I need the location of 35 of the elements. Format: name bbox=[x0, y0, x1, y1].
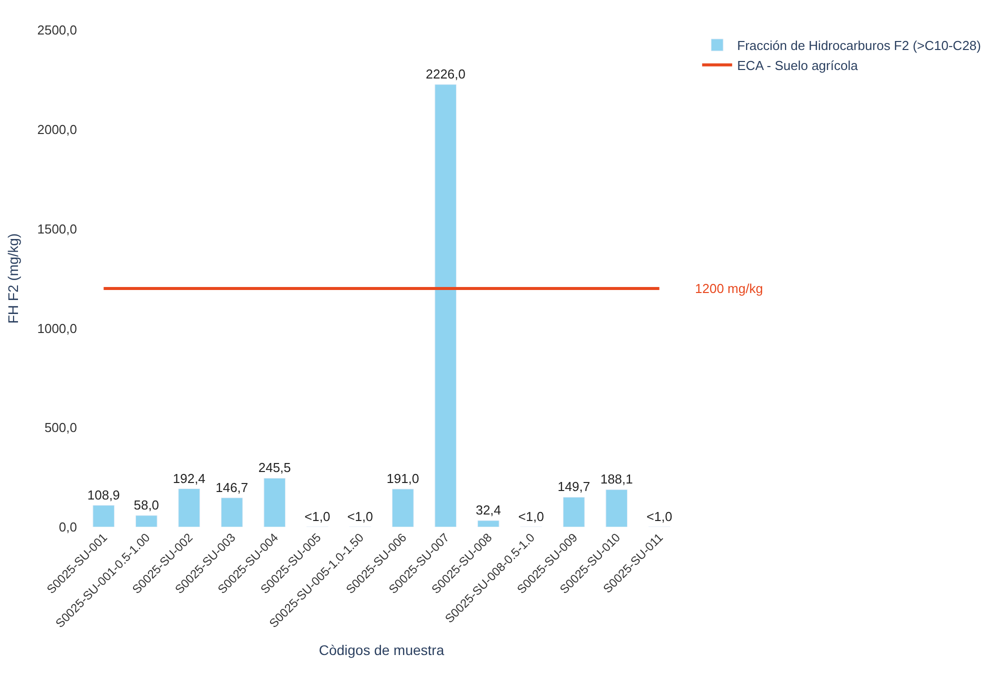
data-label: 188,1 bbox=[600, 472, 633, 487]
y-axis-title: FH F2 (mg/kg) bbox=[4, 233, 21, 324]
bar bbox=[178, 488, 200, 527]
data-label: 245,5 bbox=[258, 460, 291, 476]
y-tick-label: 0,0 bbox=[58, 520, 77, 535]
data-label: 191,0 bbox=[386, 471, 420, 486]
data-label: 192,4 bbox=[172, 470, 206, 486]
legend-label: Fracción de Hidrocarburos F2 (>C10-C28) bbox=[737, 38, 981, 54]
legend-label: ECA - Suelo agrícola bbox=[737, 58, 859, 73]
y-tick-label: 2500,0 bbox=[37, 22, 77, 38]
y-tick-label: 500,0 bbox=[44, 420, 77, 436]
y-tick-label: 2000,0 bbox=[37, 122, 77, 137]
y-tick-label: 1500,0 bbox=[37, 221, 77, 236]
data-label: <1,0 bbox=[304, 508, 330, 524]
bar bbox=[477, 520, 500, 527]
data-label: 149,7 bbox=[558, 479, 590, 494]
text: 1200 mg/kg bbox=[695, 281, 763, 296]
data-label: <1,0 bbox=[347, 508, 373, 524]
data-label: 58,0 bbox=[134, 497, 160, 512]
bar bbox=[434, 84, 457, 527]
data-label: <1,0 bbox=[518, 508, 544, 524]
bar bbox=[135, 515, 158, 527]
bar bbox=[562, 496, 585, 527]
bar bbox=[606, 489, 628, 527]
bar bbox=[220, 498, 243, 527]
bar bbox=[264, 478, 286, 527]
bar bbox=[92, 505, 115, 527]
data-label: 2226,0 bbox=[426, 66, 466, 82]
data-label: 108,9 bbox=[87, 487, 120, 502]
x-axis-title: Còdigos de muestra bbox=[318, 642, 444, 658]
bar bbox=[392, 488, 414, 527]
data-label: 146,7 bbox=[216, 480, 248, 495]
data-label: <1,0 bbox=[646, 508, 672, 524]
data-label: 32,4 bbox=[476, 502, 502, 518]
y-tick-label: 1000,0 bbox=[37, 320, 77, 336]
